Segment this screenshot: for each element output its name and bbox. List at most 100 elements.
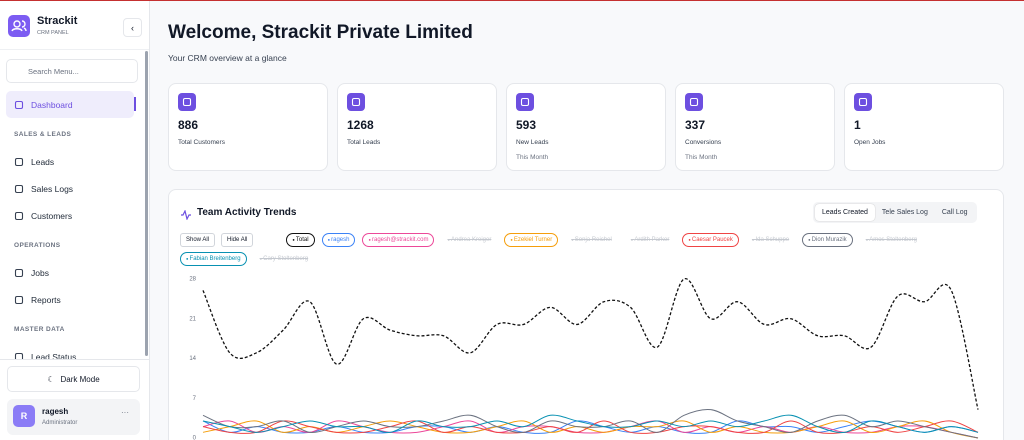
stat-label: Total Leads: [347, 139, 381, 146]
legend-item[interactable]: ● ragesh@strackit.com: [362, 233, 435, 247]
legend-item[interactable]: ● Fabian Breitenberg: [180, 252, 247, 266]
user-name: ragesh: [42, 407, 69, 416]
stat-note: This Month: [685, 154, 718, 161]
legend-button[interactable]: Show All: [180, 233, 216, 247]
nav-label: Customers: [31, 210, 73, 221]
stat-card: 593 New Leads This Month: [506, 83, 666, 171]
nav-label: Lead Status: [31, 351, 77, 360]
page-title: Welcome, Strackit Private Limited: [168, 22, 473, 43]
nav-item[interactable]: Lead Status: [0, 343, 144, 359]
legend-label: Total: [295, 237, 309, 243]
legend-label: Ida Schuppe: [755, 237, 790, 243]
nav-label: Jobs: [31, 267, 49, 278]
chart-title: Team Activity Trends: [197, 207, 297, 218]
stat-note: This Month: [516, 154, 549, 161]
nav-item[interactable]: Leads: [0, 148, 144, 175]
brand: Strackit: [37, 15, 78, 27]
legend-item[interactable]: ● Total: [286, 233, 315, 247]
legend-label: Ardith Parker: [634, 237, 670, 243]
nav-label: Leads: [31, 156, 55, 167]
nav-heading: OPERATIONS: [14, 242, 61, 249]
avatar: R: [13, 405, 35, 427]
user-role: Administrator: [42, 420, 78, 426]
stat-value: 337: [685, 118, 706, 132]
stat-label: Open Jobs: [854, 139, 886, 146]
stat-card: 1268 Total Leads: [337, 83, 497, 171]
brand-subtitle: CRM PANEL: [37, 30, 69, 36]
stat-icon: [854, 93, 872, 111]
stat-label: Total Customers: [178, 139, 225, 146]
legend-item[interactable]: ● Andrea Kreiger: [447, 237, 492, 243]
legend-item[interactable]: ● Ida Schuppe: [751, 237, 790, 243]
nav-item[interactable]: Reports: [0, 286, 144, 313]
series-line: [202, 414, 979, 433]
legend-button[interactable]: Hide All: [221, 233, 254, 247]
stat-card: 886 Total Customers: [168, 83, 328, 171]
legend-item[interactable]: ● Amos Stoltenberg: [865, 237, 917, 243]
stat-value: 886: [178, 118, 199, 132]
dark-mode-button[interactable]: ☾ Dark Mode: [7, 366, 140, 392]
nav-label: Reports: [31, 294, 61, 305]
chart-tab[interactable]: Call Log: [941, 209, 968, 216]
spacer: [259, 242, 286, 243]
legend-label: ragesh@strackit.com: [372, 237, 429, 243]
legend-label: Sonja Reichel: [574, 237, 612, 243]
legend-label: ragesh: [331, 237, 350, 243]
legend-item[interactable]: ● Caesar Paucek: [682, 233, 739, 247]
chart-card: [168, 189, 1004, 440]
stat-icon: [178, 93, 196, 111]
y-tick-label: 14: [189, 356, 196, 362]
y-tick-label: 28: [189, 277, 196, 283]
stat-label: Conversions: [685, 139, 722, 146]
stat-value: 593: [516, 118, 537, 132]
nav-label: Sales Logs: [31, 183, 74, 194]
legend-item[interactable]: ● Dion Murazik: [802, 233, 853, 247]
legend-item[interactable]: ● ragesh: [321, 233, 356, 247]
stat-card: 337 Conversions This Month: [675, 83, 835, 171]
nav-heading: SALES & LEADS: [14, 131, 72, 138]
legend-item[interactable]: ● Ardith Parker: [630, 237, 670, 243]
y-tick-label: 7: [193, 396, 197, 402]
chart-icon: [181, 207, 191, 225]
chart: 0 7 14 21 28: [189, 277, 979, 440]
nav-item[interactable]: Sales Logs: [0, 175, 144, 202]
legend-label: Amos Stoltenberg: [869, 237, 917, 243]
series-line: [202, 408, 979, 439]
legend: Show All Hide All ● Total ● ragesh ● ragesh@…: [180, 233, 980, 271]
legend-item[interactable]: ● Ezekiel Turner: [504, 233, 559, 247]
nav-item[interactable]: Customers: [0, 202, 144, 229]
stat-label: New Leads: [516, 139, 549, 146]
nav-label: Dashboard: [31, 99, 73, 110]
page-subtitle: Your CRM overview at a glance: [168, 53, 287, 63]
legend-label: Ezekiel Turner: [513, 237, 553, 243]
nav-item[interactable]: Jobs: [0, 259, 144, 286]
stat-icon: [516, 93, 534, 111]
legend-item[interactable]: ● Cary Stoltenberg: [259, 256, 309, 262]
chart-tab[interactable]: Tele Sales Log: [881, 209, 928, 216]
series-line: [202, 278, 979, 410]
series-line: [202, 420, 979, 439]
nav-heading: MASTER DATA: [14, 326, 65, 333]
y-tick-label: 0: [193, 436, 197, 440]
y-tick-label: 21: [189, 316, 196, 322]
stat-value: 1: [854, 118, 861, 132]
stat-icon: [685, 93, 703, 111]
legend-label: Andrea Kreiger: [450, 237, 492, 243]
legend-label: Fabian Breitenberg: [189, 256, 241, 262]
legend-label: Cary Stoltenberg: [263, 256, 309, 262]
chart-tabs: Leads Created Tele Sales Log Call Log: [813, 202, 977, 223]
stat-icon: [347, 93, 365, 111]
legend-label: Dion Murazik: [811, 237, 847, 243]
scrollbar: [145, 51, 148, 356]
nav-item[interactable]: Dashboard: [6, 91, 136, 118]
sidebar: Strackit CRM PANEL ‹ Search Menu... Dash…: [0, 1, 150, 440]
dark-mode-label: Dark Mode: [60, 374, 100, 384]
collapse-button[interactable]: ‹: [123, 18, 142, 37]
legend-item[interactable]: ● Sonja Reichel: [571, 237, 612, 243]
nav: Dashboard SALES & LEADS Leads Sales Logs Cus…: [0, 91, 144, 359]
search-input[interactable]: Search Menu...: [6, 59, 138, 83]
stat-card: 1 Open Jobs: [844, 83, 1004, 171]
chart-tab[interactable]: Leads Created: [815, 204, 875, 221]
logo: [8, 15, 30, 37]
